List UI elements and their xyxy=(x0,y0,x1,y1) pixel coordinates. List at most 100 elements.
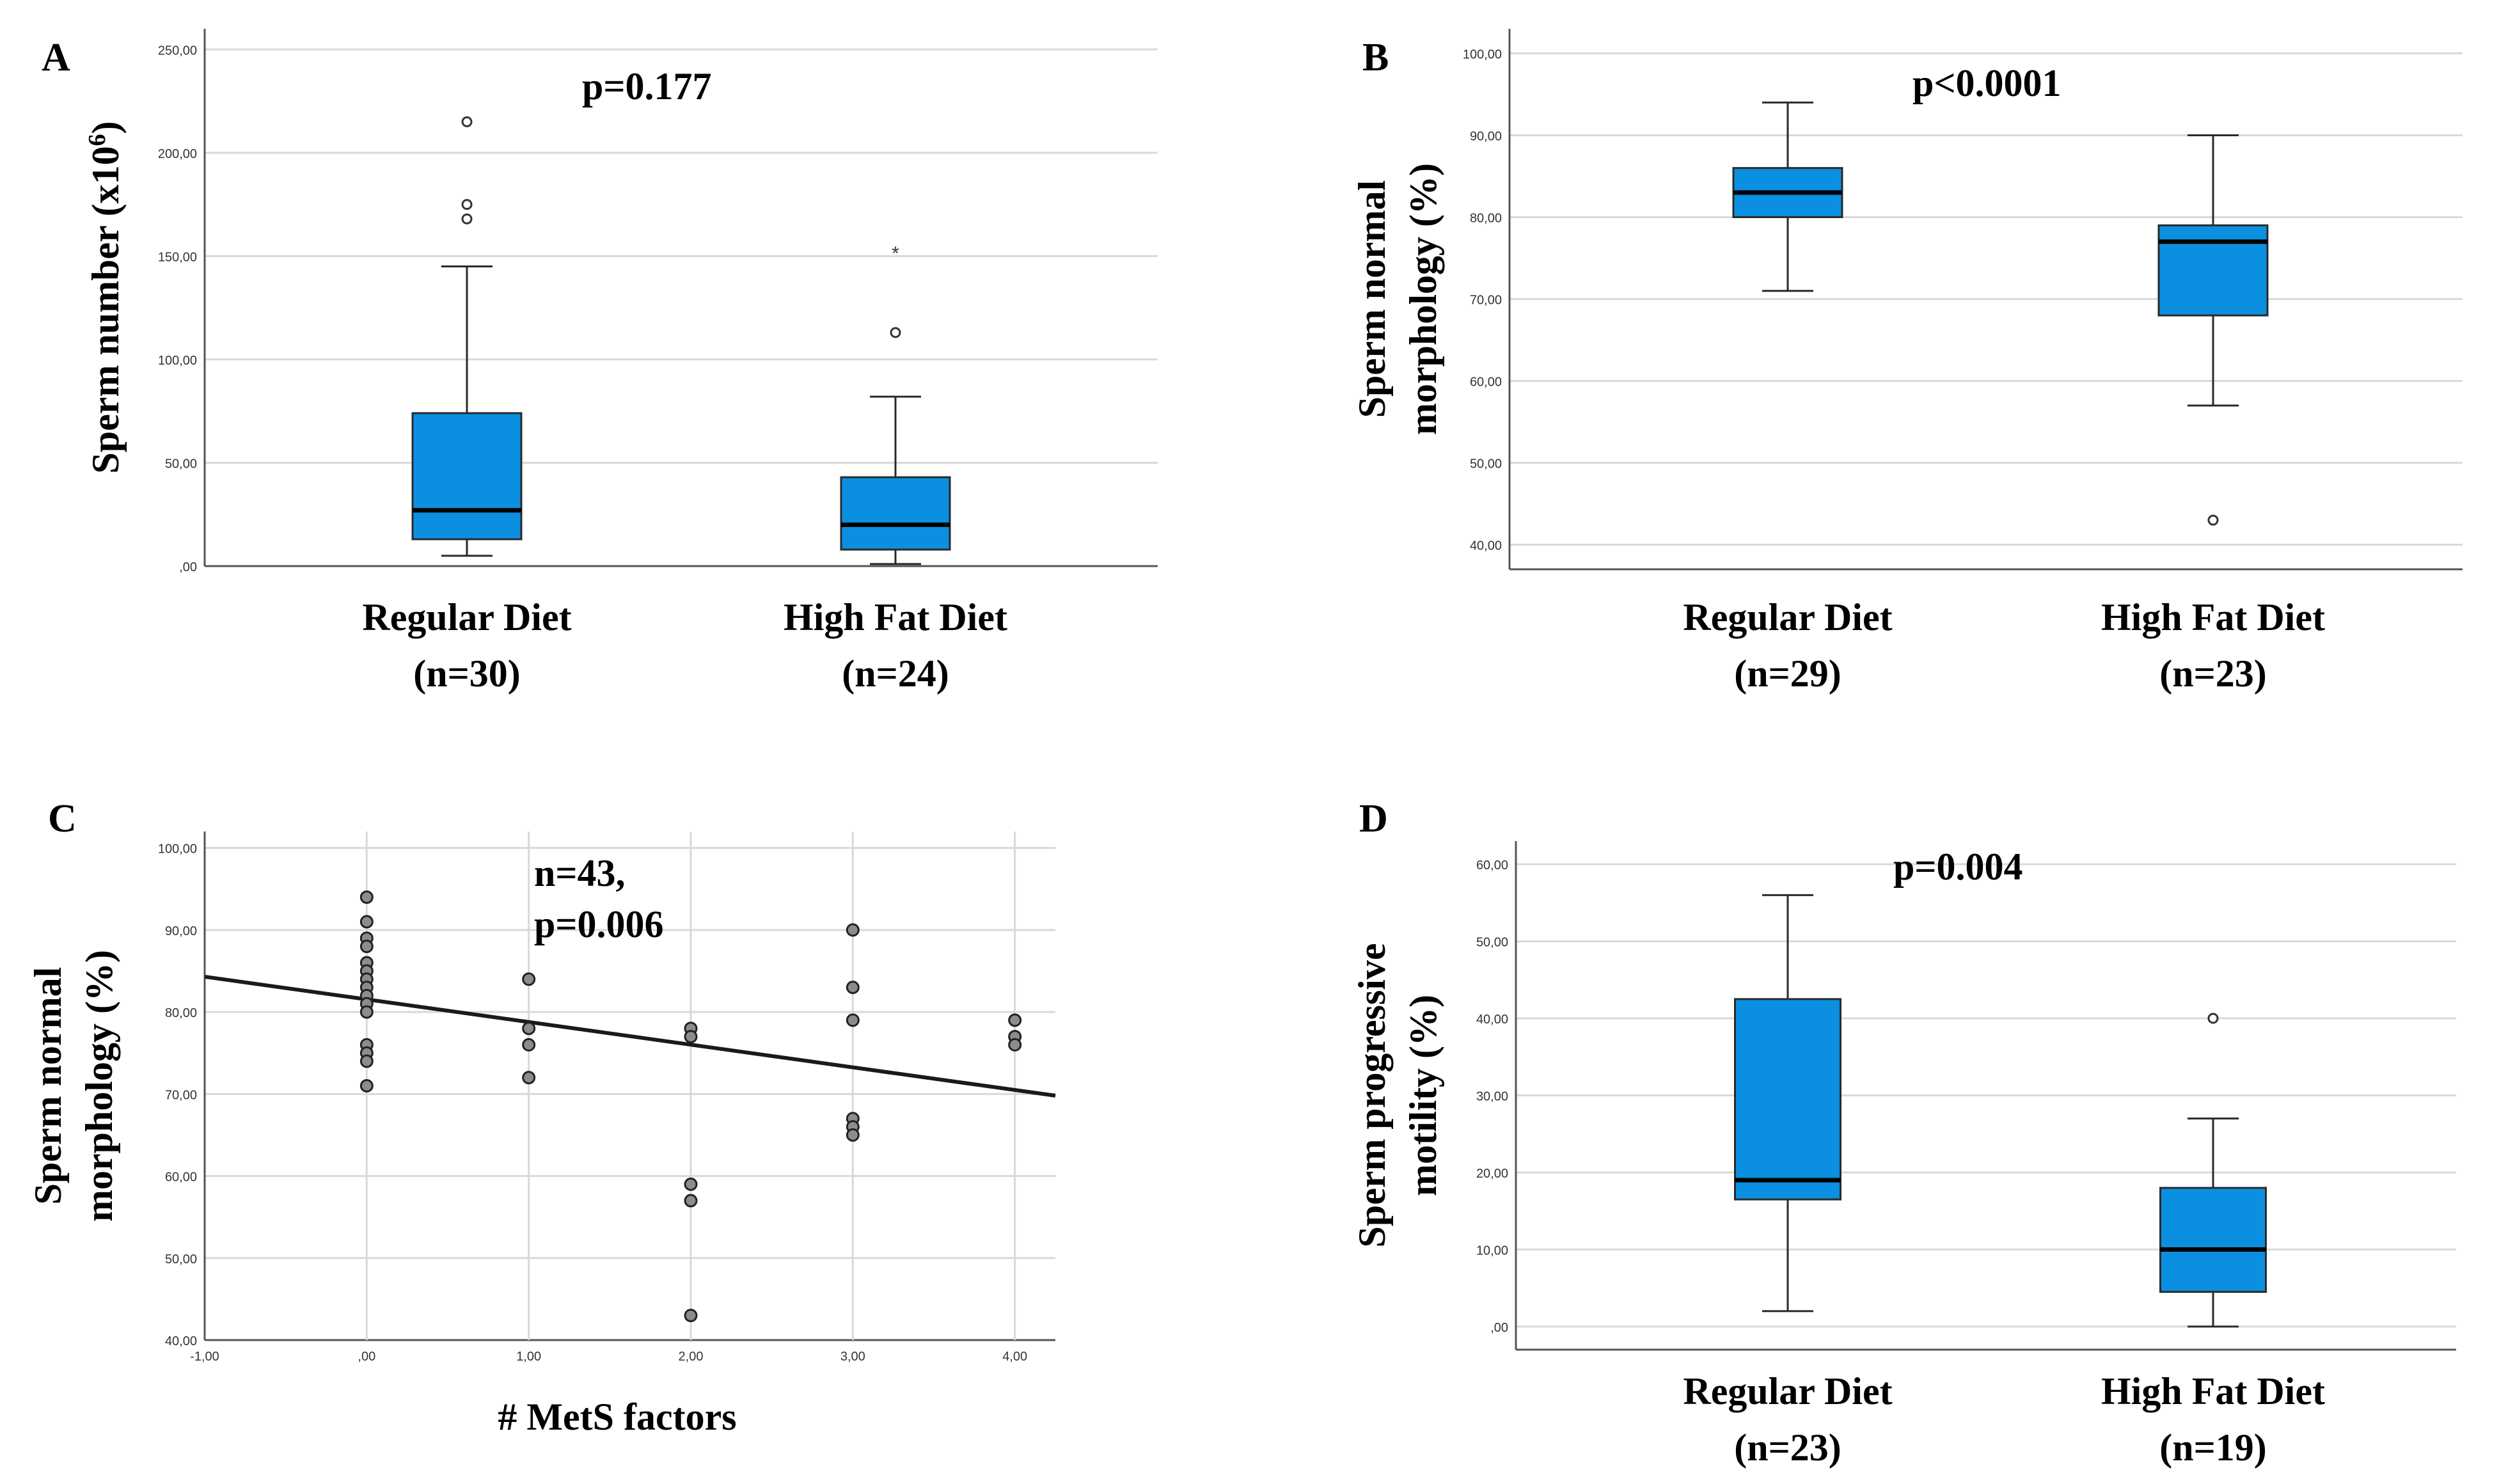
scatter-point xyxy=(684,1309,698,1323)
outlier-point xyxy=(461,199,473,210)
scatter-point xyxy=(684,1030,698,1044)
x-tick-label: ,00 xyxy=(358,1350,375,1364)
scatter-point xyxy=(684,1177,698,1191)
panel-letter: A xyxy=(42,36,70,79)
y-axis-label-end: ) xyxy=(84,121,127,134)
y-tick-label: 10,00 xyxy=(1476,1243,1508,1258)
category-label: Regular Diet xyxy=(1683,1370,1892,1412)
y-tick-label: 150,00 xyxy=(158,250,197,264)
scatter-point xyxy=(846,981,860,995)
y-tick-label: 60,00 xyxy=(1470,375,1502,390)
category-label: Regular Diet xyxy=(362,596,571,638)
category-label: High Fat Diet xyxy=(784,596,1007,638)
y-tick-label: 250,00 xyxy=(158,43,197,58)
scatter-point xyxy=(522,1038,536,1052)
box-iqr xyxy=(2157,224,2269,317)
y-tick-label: 100,00 xyxy=(158,354,197,368)
scatter-point xyxy=(359,1054,374,1068)
x-tick-label: 3,00 xyxy=(840,1350,865,1364)
y-tick-label: 30,00 xyxy=(1476,1090,1508,1104)
scatter-point xyxy=(846,923,860,937)
scatter-point xyxy=(846,1128,860,1142)
box-iqr xyxy=(411,412,523,541)
y-axis-label: morphology (%) xyxy=(78,950,120,1222)
x-tick-label: 2,00 xyxy=(679,1350,704,1364)
x-tick-label: -1,00 xyxy=(190,1350,219,1364)
regression-line xyxy=(204,974,1056,1098)
extreme-marker: * xyxy=(892,243,899,264)
scatter-point xyxy=(522,1022,536,1036)
y-tick-label: 40,00 xyxy=(1470,539,1502,553)
scatter-point xyxy=(359,915,374,929)
scatter-point xyxy=(359,890,374,904)
panel-b-sperm-morphology: B 40,00 50,00 60,00 70,00 80,00 90,00 100,00 Spe… xyxy=(1351,29,2463,695)
stat-annotation: n=43, xyxy=(534,852,626,894)
y-tick-label: 90,00 xyxy=(165,924,197,938)
panel-a-sperm-number: A ,00 50,00 100,00 150,00 200,00 250,00 Sperm n… xyxy=(42,29,1158,695)
y-tick-label: 200,00 xyxy=(158,147,197,161)
y-tick-label: 50,00 xyxy=(1470,457,1502,471)
y-tick-label: 70,00 xyxy=(1470,294,1502,308)
x-tick-label: 1,00 xyxy=(516,1350,541,1364)
scatter-point xyxy=(359,1079,374,1093)
category-n-label: (n=23) xyxy=(2159,652,2267,695)
y-tick-label: 40,00 xyxy=(165,1334,197,1348)
y-tick-label: 80,00 xyxy=(165,1006,197,1020)
p-value-annotation: p<0.0001 xyxy=(1912,62,2061,104)
box-iqr xyxy=(1734,998,1841,1201)
p-value-annotation: p=0.004 xyxy=(1893,846,2023,888)
category-label: High Fat Diet xyxy=(2101,596,2325,638)
y-axis-label: Sperm number (x106) xyxy=(84,121,127,473)
y-axis-label: morphology (%) xyxy=(1402,163,1444,435)
scatter-point xyxy=(359,940,374,954)
y-tick-label: 60,00 xyxy=(1476,858,1508,872)
y-axis-label: Sperm normal xyxy=(1351,180,1393,418)
outlier-point xyxy=(890,327,901,338)
y-tick-label: 40,00 xyxy=(1476,1013,1508,1027)
scatter-point xyxy=(684,1194,698,1208)
scatter-point xyxy=(1008,1013,1022,1027)
panel-letter: B xyxy=(1362,36,1389,79)
outlier-point xyxy=(461,116,473,127)
box-iqr xyxy=(840,476,951,551)
panel-letter: C xyxy=(48,797,77,841)
p-value-annotation: p=0.177 xyxy=(582,65,712,107)
x-tick-label: 4,00 xyxy=(1002,1350,1027,1364)
y-tick-label: 20,00 xyxy=(1476,1167,1508,1181)
x-axis-label: # MetS factors xyxy=(498,1396,736,1438)
panel-d-sperm-motility: D ,00 10,00 20,00 30,00 40,00 50,00 60,00 Sperm … xyxy=(1351,797,2456,1469)
y-tick-label: ,00 xyxy=(1490,1321,1508,1335)
category-label: High Fat Diet xyxy=(2101,1370,2325,1412)
box-iqr xyxy=(2159,1187,2267,1293)
category-n-label: (n=24) xyxy=(842,652,949,695)
y-tick-label: 100,00 xyxy=(1463,47,1502,61)
y-axis-label: motility (%) xyxy=(1402,995,1444,1196)
y-tick-label: 70,00 xyxy=(165,1088,197,1102)
scatter-point xyxy=(359,1005,374,1019)
outlier-point xyxy=(2207,1013,2219,1024)
outlier-point xyxy=(2207,514,2219,526)
stat-annotation: p=0.006 xyxy=(534,903,664,945)
y-axis-label: Sperm progressive xyxy=(1351,943,1393,1247)
outlier-point xyxy=(461,213,473,225)
y-tick-label: 50,00 xyxy=(165,1252,197,1267)
y-tick-label: ,00 xyxy=(179,560,197,574)
category-n-label: (n=29) xyxy=(1734,652,1841,695)
scatter-point xyxy=(846,1013,860,1027)
y-tick-label: 100,00 xyxy=(158,842,197,856)
category-n-label: (n=30) xyxy=(413,652,521,695)
y-tick-label: 90,00 xyxy=(1470,129,1502,143)
scatter-point xyxy=(522,1071,536,1085)
scatter-point xyxy=(522,972,536,986)
y-tick-label: 50,00 xyxy=(1476,936,1508,950)
category-label: Regular Diet xyxy=(1683,596,1892,638)
scatter-point xyxy=(1008,1038,1022,1052)
y-axis-label-main: Sperm number (x10 xyxy=(84,146,127,473)
panel-letter: D xyxy=(1359,797,1388,841)
y-tick-label: 60,00 xyxy=(165,1171,197,1185)
category-n-label: (n=19) xyxy=(2159,1426,2267,1469)
y-tick-label: 50,00 xyxy=(165,457,197,471)
panel-c-morphology-vs-mets: C 40,00 50,00 60,00 70,00 80,00 90,00 100,00 Spe… xyxy=(27,797,1056,1438)
y-axis-label-superscript: 6 xyxy=(84,134,111,146)
